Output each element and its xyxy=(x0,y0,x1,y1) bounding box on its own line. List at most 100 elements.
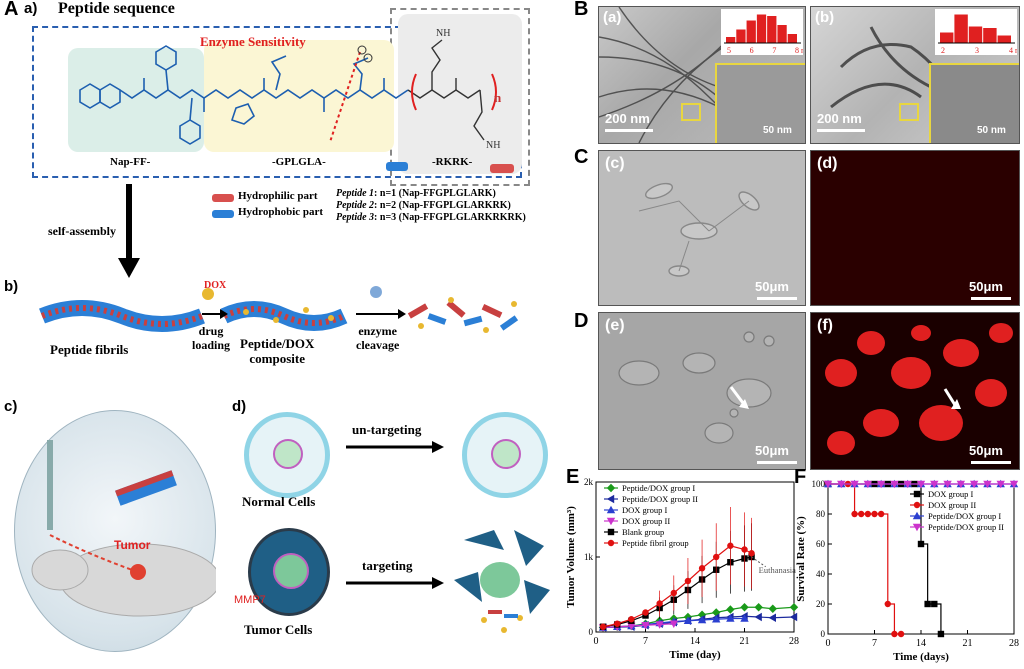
histogram-b: 2 3 4 nm xyxy=(935,9,1017,55)
tem-b-scalebar xyxy=(817,129,865,132)
x-tick-label: 21 xyxy=(740,636,750,647)
data-point xyxy=(712,615,721,623)
gplgla-label: -GPLGLA- xyxy=(272,156,326,168)
euthanasia-annotation: Euthanasia xyxy=(759,565,797,575)
y-axis-label: Tumor Volume (mm³) xyxy=(565,506,577,608)
data-point xyxy=(823,480,833,489)
self-assembly-arrow xyxy=(118,184,140,278)
series-peptide-fibril-group xyxy=(599,506,755,630)
tem-a-zoom-box xyxy=(681,103,701,121)
data-point xyxy=(768,613,776,622)
tem-a-tag: (a) xyxy=(603,9,622,26)
nap-ff-region xyxy=(68,48,204,152)
data-point xyxy=(656,600,663,607)
y-axis-label: Survival Rate (%) xyxy=(795,516,807,602)
y-tick-label: 2k xyxy=(584,477,594,487)
y-tick-label: 20 xyxy=(816,599,826,609)
n-subscript: n xyxy=(494,90,502,105)
data-point xyxy=(726,605,735,614)
y-tick-label: 40 xyxy=(816,569,826,579)
enzyme-sensitivity-label: Enzyme Sensitivity xyxy=(200,34,306,49)
data-point xyxy=(669,620,678,628)
panel-c-letter: C xyxy=(574,146,589,168)
data-point xyxy=(641,622,650,630)
peptide-3-line: Peptide 3: n=3 (Nap-FFGPLGLARKRKRK) xyxy=(336,212,526,223)
data-point xyxy=(930,480,939,489)
histogram-tick: 8 nm xyxy=(795,46,803,55)
histogram-tick: 3 xyxy=(975,46,979,55)
data-point xyxy=(684,577,692,585)
data-point xyxy=(890,480,899,489)
legend-label: DOX group I xyxy=(622,505,667,515)
data-point xyxy=(697,615,707,624)
targeting-arrow xyxy=(346,577,444,589)
gplgla-region xyxy=(204,40,394,152)
histogram-bar xyxy=(756,14,767,43)
subpanel-d-letter: d) xyxy=(232,398,247,415)
burst-tumor-cell-image xyxy=(454,530,550,633)
data-point xyxy=(956,480,966,489)
hydrophobic-block xyxy=(386,162,408,171)
subpanel-a-letter: a) xyxy=(24,0,38,17)
histogram-tick: 6 xyxy=(750,46,754,55)
histogram-bar xyxy=(746,20,756,43)
self-assembly-label: self-assembly xyxy=(48,224,116,238)
data-point xyxy=(837,480,846,489)
data-point xyxy=(712,608,721,617)
y-tick-label: 0 xyxy=(821,629,826,639)
y-tick-label: 100 xyxy=(812,479,826,489)
tumor-volume-chart: 0 7 14 21 28 0 1k 2k Time (day) Tumor Volume (mm³… xyxy=(565,477,799,661)
legend-label: Peptide/DOX group I xyxy=(928,511,1001,521)
brightfield-image-c: (c) 50μm xyxy=(598,150,806,306)
histogram-tick: 2 xyxy=(941,46,945,55)
data-point xyxy=(937,630,945,638)
data-point xyxy=(726,614,735,622)
peptide-structure: NH NH xyxy=(79,28,500,151)
untargeting-arrow xyxy=(346,441,444,453)
legend-marker xyxy=(606,517,616,526)
data-point xyxy=(884,600,891,608)
histogram-bar xyxy=(968,26,983,43)
legend-marker xyxy=(912,523,922,532)
data-point xyxy=(614,620,621,627)
data-point xyxy=(917,540,925,548)
data-point xyxy=(670,589,677,597)
panel-b-letter: B xyxy=(574,0,589,20)
data-point xyxy=(698,565,706,572)
histogram-bar xyxy=(997,35,1011,43)
svg-text:NH: NH xyxy=(486,140,500,151)
drug-loading-label: drug loading xyxy=(192,324,231,352)
data-point xyxy=(931,600,938,608)
peptide-2-line: Peptide 2: n=2 (Nap-FFGPLGLARKRK) xyxy=(336,200,511,211)
data-point xyxy=(969,480,979,489)
tem-b-scale-label: 200 nm xyxy=(817,111,862,126)
rkrk-region xyxy=(398,14,522,174)
peptide-fibril-image xyxy=(39,300,205,332)
rkrk-label: -RKRK- xyxy=(432,156,473,168)
series-line xyxy=(828,483,942,634)
data-point xyxy=(697,610,707,619)
x-tick-label: 0 xyxy=(826,638,831,649)
tem-image-a: (a) 200 nm 50 nm 5 6 7 8 nm xyxy=(598,6,806,144)
dox-label: DOX xyxy=(204,280,227,291)
panel-a-letter: A xyxy=(4,0,19,20)
histogram-bar xyxy=(736,29,746,43)
data-point xyxy=(683,616,693,624)
legend-label: Peptide/DOX group II xyxy=(622,494,698,504)
hydrophilic-swatch xyxy=(212,194,234,202)
histogram-bar xyxy=(787,34,797,43)
data-point xyxy=(655,621,664,629)
peptide-1-line: Peptide 1: n=1 (Nap-FFGPLGLARK) xyxy=(336,188,496,199)
data-point xyxy=(876,480,886,489)
data-point xyxy=(851,510,858,518)
legend-marker xyxy=(913,501,921,509)
data-point xyxy=(642,609,649,616)
histogram-bar xyxy=(777,25,787,43)
enzyme-cleavage-label: enzyme cleavage xyxy=(356,324,400,352)
data-point xyxy=(850,480,859,489)
hydrophobic-label: Hydrophobic part xyxy=(238,206,324,218)
tem-b-tag: (b) xyxy=(815,9,835,26)
x-tick-label: 28 xyxy=(1009,638,1019,649)
